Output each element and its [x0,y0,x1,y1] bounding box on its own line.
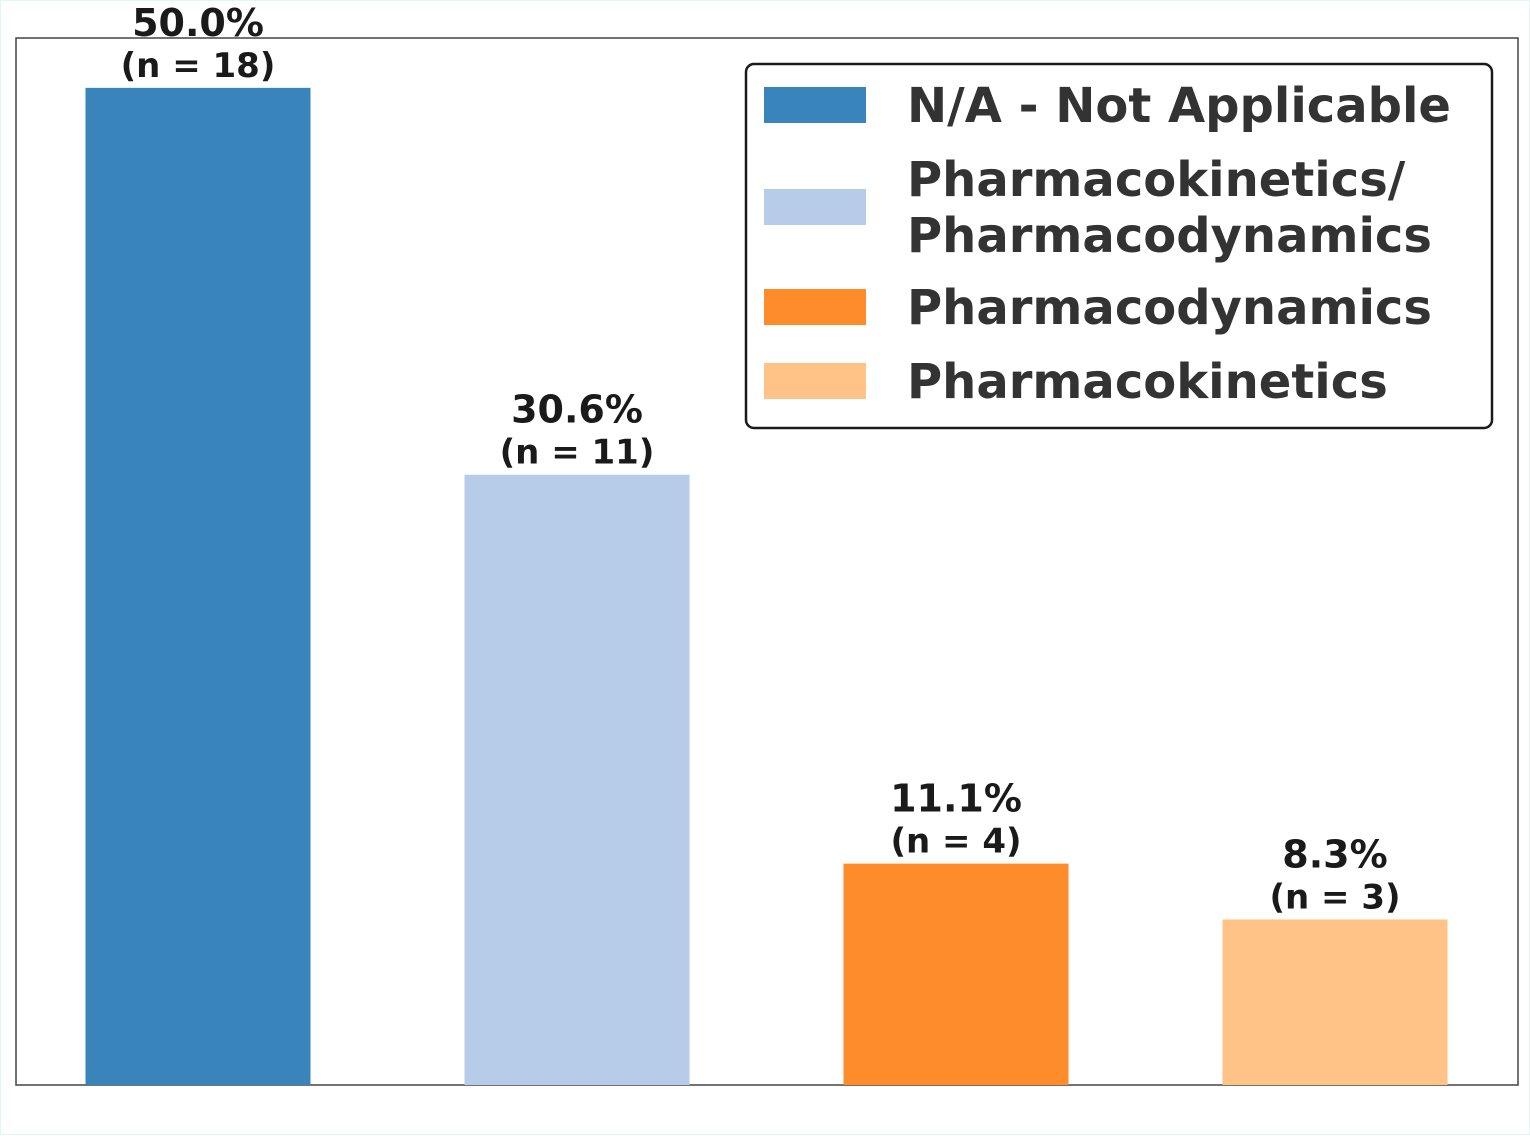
legend-swatch-2 [764,189,866,225]
legend-swatch-1 [764,87,866,123]
bars-layer [85,87,1448,1086]
legend-swatch-3 [764,289,866,325]
bar-labels-layer: 50.0%(n = 18) 30.6%(n = 11) 11.1%(n = 4) 8.… [121,1,1401,917]
bar-value-label-2: 30.6% [511,388,643,432]
legend-swatch-4 [764,363,866,399]
bar-count-label-4: (n = 3) [1269,877,1400,917]
legend-label-1: N/A - Not Applicable [907,78,1451,134]
legend-label-2: Pharmacokinetics/Pharmacodynamics [907,152,1432,264]
bar-value-label-3: 11.1% [890,777,1022,821]
bar-count-label-3: (n = 4) [890,822,1021,862]
bar-count-label-2: (n = 11) [500,433,655,473]
legend-frame [744,62,1494,430]
bar-2 [464,474,690,1086]
bar-count-label-1: (n = 18) [121,46,276,86]
bar-4 [1222,919,1448,1085]
bar-value-label-1: 50.0% [132,1,264,45]
bar-3 [843,863,1069,1085]
legend: N/A - Not Applicable Pharmacokinetics/Pha… [744,62,1494,430]
legend-label-3: Pharmacodynamics [907,280,1432,336]
bar-value-label-4: 8.3% [1282,832,1387,876]
legend-label-4: Pharmacokinetics [907,354,1388,410]
bar-1 [85,87,311,1086]
plot-frame [15,37,1519,1086]
